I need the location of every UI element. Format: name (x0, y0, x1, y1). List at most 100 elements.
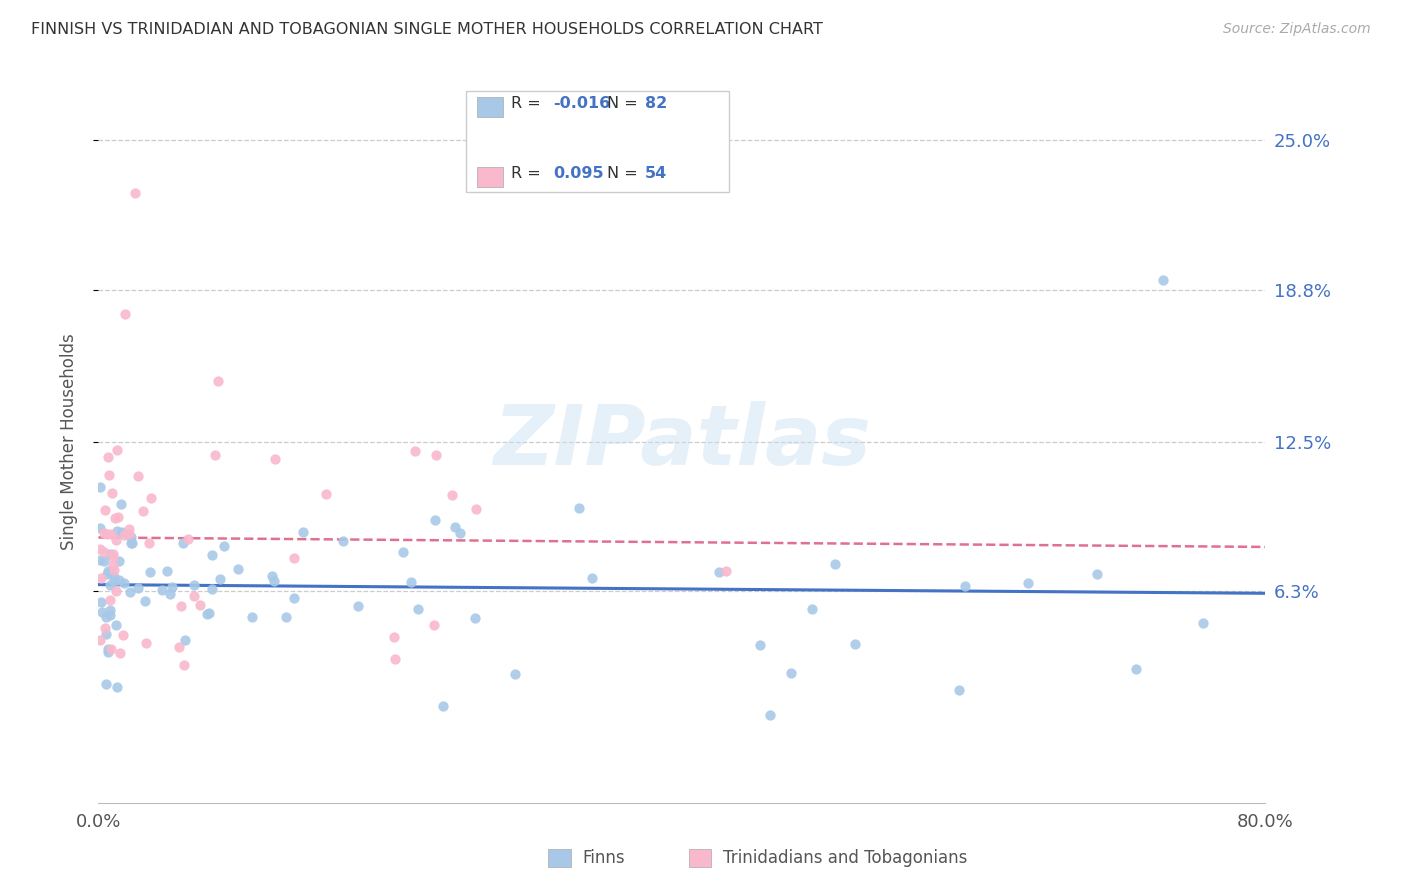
Point (201, 582, 224, 596)
Point (844, 637, 866, 651)
Point (101, 486, 124, 500)
Text: Finns: Finns (582, 849, 624, 867)
Point (104, 618, 127, 632)
Text: FINNISH VS TRINIDADIAN AND TOBAGONIAN SINGLE MOTHER HOUSEHOLDS CORRELATION CHART: FINNISH VS TRINIDADIAN AND TOBAGONIAN SI… (31, 22, 823, 37)
Point (406, 602, 429, 616)
Point (91, 605, 114, 619)
Point (97, 645, 120, 659)
Point (709, 565, 731, 579)
Point (315, 486, 337, 500)
Point (779, 665, 801, 680)
Point (172, 536, 194, 550)
Point (1017, 576, 1039, 591)
Point (105, 524, 128, 538)
Point (97, 564, 120, 578)
Point (107, 574, 129, 588)
Point (96, 642, 118, 657)
Point (283, 591, 305, 605)
Point (104, 533, 127, 548)
Point (444, 520, 467, 534)
Point (464, 611, 486, 625)
Point (135, 636, 157, 650)
Point (955, 579, 977, 593)
Point (465, 502, 488, 516)
Point (101, 550, 124, 565)
Point (97, 468, 120, 483)
Point (89, 542, 111, 557)
Point (96, 526, 118, 541)
Point (93, 545, 115, 559)
Point (96, 610, 118, 624)
Point (112, 576, 135, 591)
Point (98, 547, 121, 561)
Point (748, 638, 770, 652)
Point (204, 448, 226, 462)
Point (291, 524, 314, 539)
Text: 0.095: 0.095 (553, 166, 603, 180)
Point (110, 497, 132, 511)
Point (800, 602, 823, 616)
Point (89, 480, 111, 494)
Text: ZIPatlas: ZIPatlas (494, 401, 870, 482)
Point (195, 607, 218, 621)
Point (332, 534, 354, 549)
Point (127, 581, 149, 595)
Text: N =: N = (606, 95, 643, 111)
Point (103, 574, 125, 588)
Point (425, 513, 447, 527)
Point (207, 375, 229, 389)
Point (90, 595, 112, 609)
Point (103, 558, 125, 573)
Point (121, 536, 143, 550)
Point (94, 621, 117, 635)
Text: Source: ZipAtlas.com: Source: ZipAtlas.com (1223, 22, 1371, 37)
Point (449, 526, 471, 541)
Point (94, 626, 117, 640)
Point (432, 698, 454, 713)
Point (263, 452, 285, 467)
Point (384, 652, 406, 666)
Point (240, 610, 263, 624)
Point (97, 450, 120, 464)
Point (101, 547, 124, 561)
Point (188, 598, 211, 612)
Point (138, 536, 160, 550)
Point (260, 569, 283, 583)
Point (212, 540, 235, 554)
Point (96, 677, 118, 691)
Point (132, 504, 155, 518)
Point (382, 630, 405, 644)
Point (346, 599, 368, 613)
Point (105, 443, 128, 458)
Point (118, 522, 141, 536)
Point (139, 491, 162, 506)
Point (183, 589, 205, 603)
Point (226, 561, 249, 575)
Point (139, 565, 162, 579)
Point (174, 633, 197, 648)
Point (392, 545, 415, 559)
Point (159, 587, 181, 601)
Point (100, 527, 122, 541)
Point (89, 521, 111, 535)
Point (209, 572, 232, 586)
Point (120, 536, 142, 550)
Point (503, 667, 526, 681)
Point (104, 510, 127, 524)
Text: N =: N = (606, 166, 643, 180)
Point (120, 585, 142, 599)
Point (98, 592, 121, 607)
Point (173, 657, 195, 672)
Point (423, 617, 446, 632)
Point (824, 558, 846, 572)
Point (112, 528, 135, 542)
Point (96, 567, 118, 582)
Point (103, 570, 125, 584)
Point (156, 564, 179, 578)
Point (124, 186, 146, 201)
Point (110, 646, 132, 660)
Point (98, 607, 121, 622)
Point (1152, 273, 1174, 287)
Point (120, 530, 142, 544)
Point (108, 554, 131, 568)
